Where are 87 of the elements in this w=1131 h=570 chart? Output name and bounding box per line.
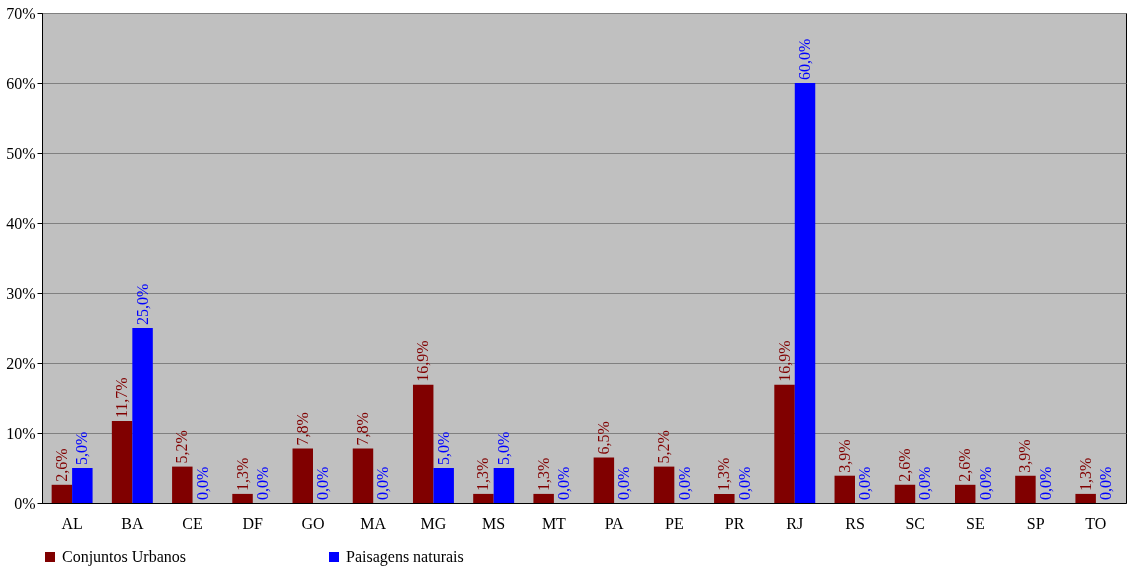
bar (774, 384, 795, 503)
data-label: 5,2% (655, 430, 673, 464)
bar (232, 493, 253, 503)
data-label: 1,3% (1076, 457, 1094, 491)
x-tick-label: PE (665, 514, 684, 532)
bar (132, 328, 153, 503)
data-label: 3,9% (835, 439, 853, 473)
data-label: 0,0% (374, 466, 392, 500)
bar (473, 493, 494, 503)
data-label: 0,0% (856, 466, 874, 500)
data-label: 0,0% (314, 466, 332, 500)
y-tick-label: 20% (6, 354, 36, 372)
data-label: 1,3% (534, 457, 552, 491)
bar (894, 484, 916, 503)
data-label: 0,0% (735, 466, 753, 500)
data-label: 16,9% (414, 340, 432, 382)
bar (794, 83, 816, 503)
x-tick-label: PA (604, 514, 625, 532)
data-label: 0,0% (916, 466, 934, 500)
data-label: 0,0% (1036, 466, 1054, 500)
y-tick-label: 40% (6, 214, 36, 232)
y-tick-label: 30% (6, 284, 36, 302)
x-tick-label: MG (420, 514, 447, 532)
bar (433, 468, 454, 503)
bar (493, 468, 515, 503)
data-label: 2,6% (895, 448, 913, 482)
x-tick-label: GO (301, 514, 325, 532)
x-tick-label: BA (121, 514, 144, 532)
data-label: 0,0% (555, 466, 573, 500)
bar (352, 448, 374, 503)
data-label: 6,5% (594, 421, 612, 455)
data-label: 7,8% (353, 412, 371, 446)
x-tick-label: SC (905, 514, 926, 532)
data-label: 0,0% (1097, 466, 1115, 500)
x-tick-label: SE (966, 514, 985, 532)
x-tick-label: CE (182, 514, 203, 532)
data-label: 25,0% (133, 283, 151, 325)
data-label: 2,6% (52, 448, 70, 482)
x-tick-label: PR (724, 514, 745, 532)
data-label: 2,6% (956, 448, 974, 482)
bar (72, 468, 93, 503)
data-label: 1,3% (715, 457, 733, 491)
bar (292, 448, 313, 503)
data-label: 16,9% (775, 340, 793, 382)
x-tick-label: TO (1085, 514, 1107, 532)
x-tick-label: MA (360, 514, 387, 532)
bar (1075, 493, 1096, 503)
data-label: 1,3% (233, 457, 251, 491)
data-label: 0,0% (675, 466, 693, 500)
x-tick-label: RS (845, 514, 865, 532)
y-tick-label: 70% (6, 4, 36, 22)
bar (714, 493, 735, 503)
data-label: 5,0% (434, 431, 452, 465)
legend-label: Paisagens naturais (346, 548, 464, 566)
data-label: 5,0% (73, 431, 91, 465)
bar (533, 493, 554, 503)
y-tick-label: 60% (6, 74, 36, 92)
x-tick-label: SP (1026, 514, 1045, 532)
bar (593, 457, 615, 503)
y-tick-label: 10% (6, 424, 36, 442)
x-tick-label: DF (242, 514, 264, 532)
bar (111, 421, 133, 503)
data-label: 0,0% (615, 466, 633, 500)
data-label: 5,0% (494, 431, 512, 465)
data-label: 0,0% (976, 466, 994, 500)
x-tick-label: RJ (786, 514, 804, 532)
data-label: 60,0% (796, 38, 814, 80)
bar (653, 466, 675, 503)
data-label: 0,0% (254, 466, 272, 500)
bar (51, 484, 73, 503)
data-label: 11,7% (113, 377, 131, 419)
bar (834, 475, 855, 503)
data-label: 3,9% (1016, 439, 1034, 473)
bar (172, 466, 193, 503)
x-tick-label: MS (482, 514, 506, 532)
y-tick-label: 50% (6, 144, 36, 162)
x-tick-label: MT (541, 514, 567, 532)
data-label: 7,8% (293, 412, 311, 446)
bar (954, 484, 976, 503)
data-label: 0,0% (193, 466, 211, 500)
bar (1015, 475, 1036, 503)
x-tick-label: AL (61, 514, 83, 532)
data-label: 1,3% (474, 457, 492, 491)
legend-label: Conjuntos Urbanos (62, 548, 186, 566)
bar (412, 384, 434, 503)
y-tick-label: 0% (14, 494, 36, 512)
data-label: 5,2% (173, 430, 191, 464)
